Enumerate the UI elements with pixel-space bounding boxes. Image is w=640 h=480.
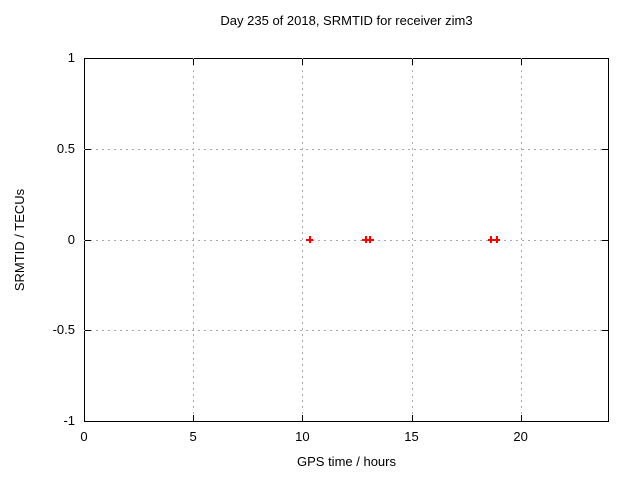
gridline-horizontal xyxy=(84,148,609,150)
tick-mark-bottom xyxy=(302,415,304,421)
tick-mark-right xyxy=(602,421,608,422)
tick-mark-top xyxy=(411,59,413,65)
marker-bar xyxy=(490,236,493,243)
tick-mark-left xyxy=(85,421,91,422)
tick-mark-top xyxy=(520,59,522,65)
tick-mark-right xyxy=(602,148,608,150)
x-tick-label: 5 xyxy=(189,429,197,444)
y-tick-label: -1 xyxy=(63,413,75,428)
data-point-marker xyxy=(366,236,374,243)
tick-mark-top xyxy=(302,59,304,65)
tick-mark-left xyxy=(85,148,91,150)
data-point-marker xyxy=(306,236,314,243)
tick-mark-bottom xyxy=(84,415,85,421)
gridline-horizontal xyxy=(84,330,609,332)
y-tick-label: -0.5 xyxy=(52,322,75,338)
y-tick-label: 1 xyxy=(67,50,75,65)
tick-mark-left xyxy=(85,330,91,332)
x-tick-label: 20 xyxy=(513,429,528,444)
x-tick-label: 0 xyxy=(80,429,88,444)
marker-bar xyxy=(369,236,372,243)
data-point-marker xyxy=(493,236,501,243)
tick-mark-right xyxy=(602,239,608,241)
marker-bar xyxy=(308,236,311,243)
tick-mark-bottom xyxy=(411,415,413,421)
data-point-marker xyxy=(362,236,370,243)
tick-mark-bottom xyxy=(193,415,195,421)
x-tick-label: 15 xyxy=(404,429,419,444)
tick-mark-left xyxy=(85,58,91,59)
data-point-marker xyxy=(487,236,495,243)
x-axis-label: GPS time / hours xyxy=(297,454,396,469)
gridline-horizontal xyxy=(84,239,609,241)
marker-bar xyxy=(495,236,498,243)
marker-bar xyxy=(364,236,367,243)
tick-mark-right xyxy=(602,58,608,59)
tick-mark-top xyxy=(84,59,85,65)
tick-mark-right xyxy=(602,330,608,332)
tick-mark-top xyxy=(193,59,195,65)
y-tick-label: 0.5 xyxy=(56,140,75,156)
chart-title: Day 235 of 2018, SRMTID for receiver zim… xyxy=(220,13,473,28)
x-tick-label: 10 xyxy=(295,429,310,444)
tick-mark-bottom xyxy=(520,415,522,421)
y-tick-label: 0 xyxy=(67,231,75,247)
tick-mark-left xyxy=(85,239,91,241)
